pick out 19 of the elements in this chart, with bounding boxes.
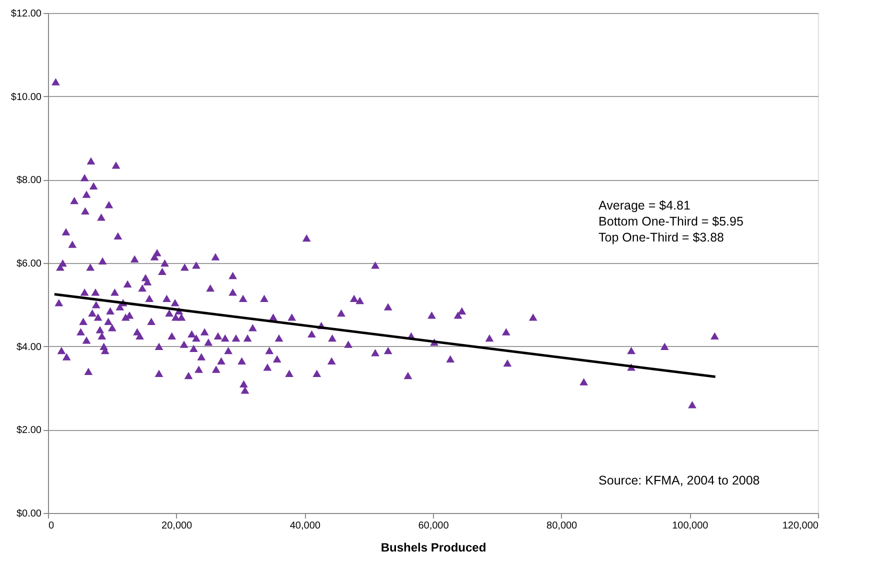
annotation: Bottom One-Third = $5.95 (598, 214, 744, 228)
x-tick-label: 20,000 (162, 520, 193, 532)
y-tick-label: $2.00 (16, 425, 42, 436)
y-tick-label: $12.00 (10, 8, 42, 20)
y-tick-label: $6.00 (16, 258, 42, 270)
y-tick-label: $10.00 (10, 92, 42, 103)
annotation: Average = $4.81 (598, 198, 690, 212)
x-tick-label: 80,000 (546, 520, 578, 532)
annotation: Source: KFMA, 2004 to 2008 (598, 474, 760, 488)
y-tick-label: $0.00 (16, 508, 42, 520)
y-tick-label: $8.00 (16, 175, 42, 186)
y-tick-label: $4.00 (16, 342, 42, 353)
x-tick-label: 60,000 (418, 520, 450, 532)
x-tick-label: 100,000 (672, 520, 709, 532)
x-tick-label: 40,000 (290, 520, 321, 532)
annotation: Top One-Third = $3.88 (598, 230, 724, 244)
x-axis-title: Bushels Produced (380, 540, 486, 554)
x-tick-label: 0 (48, 520, 54, 532)
x-tick-label: 120,000 (782, 520, 819, 532)
